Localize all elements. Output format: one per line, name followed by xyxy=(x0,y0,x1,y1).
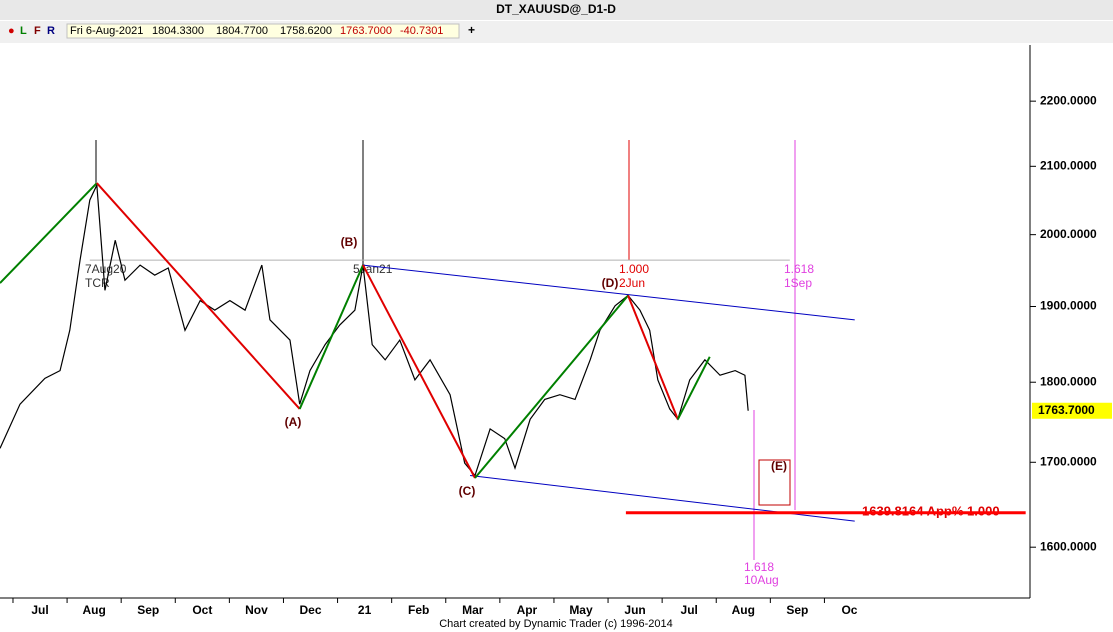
x-tick-label: Aug xyxy=(732,603,755,617)
wave-segment xyxy=(96,182,301,410)
wave-label: (B) xyxy=(341,235,358,249)
wave-segment xyxy=(362,264,476,479)
info-date: Fri 6-Aug-2021 xyxy=(70,25,143,37)
y-tick-label: 2200.0000 xyxy=(1040,93,1097,107)
plot-area xyxy=(0,182,1026,522)
chart-title: DT_XAUUSD@_D1-D xyxy=(496,2,616,16)
x-tick-label: Apr xyxy=(517,603,538,617)
wave-segment xyxy=(0,182,98,284)
x-axis-labels: Jul Aug Sep Oct Nov Dec 21 Feb Mar Apr May Jun Jul Au… xyxy=(31,603,861,617)
annotation: 7Aug20 xyxy=(85,262,127,276)
x-tick-label: Oct xyxy=(192,603,212,617)
x-tick-label: 21 xyxy=(358,603,372,617)
annotation: 1Sep xyxy=(784,276,812,290)
x-tick-label: Oct xyxy=(841,603,861,617)
toolbar-button[interactable]: F xyxy=(34,25,41,37)
toolbar-button[interactable]: R xyxy=(47,25,55,37)
title-bar xyxy=(0,0,1113,20)
wave-segment xyxy=(676,356,711,420)
wave-label: (C) xyxy=(459,484,476,498)
price-line xyxy=(0,182,749,477)
info-open: 1804.3300 xyxy=(152,25,204,37)
trend-line xyxy=(470,475,855,522)
x-tick-label: Mar xyxy=(462,603,484,617)
x-tick-label: May xyxy=(569,603,593,617)
info-low: 1758.6200 xyxy=(280,25,332,37)
wave-segment xyxy=(474,294,629,479)
annotation: 1.000 xyxy=(619,262,649,276)
annotation: 1.618 xyxy=(744,560,774,574)
add-button[interactable]: + xyxy=(468,23,475,37)
y-tick-label: 1900.0000 xyxy=(1040,299,1097,313)
trend-line xyxy=(362,264,855,321)
x-tick-label: Feb xyxy=(408,603,429,617)
x-tick-label: Dec xyxy=(300,603,322,617)
info-change: -40.7301 xyxy=(400,25,443,37)
x-tick-label: Nov xyxy=(245,603,268,617)
last-price-label: 1763.7000 xyxy=(1038,403,1095,417)
toolbar-button[interactable]: ● xyxy=(8,25,15,37)
y-tick-label: 1800.0000 xyxy=(1040,374,1097,388)
wave-segment xyxy=(298,264,364,410)
y-tick-label: 1700.0000 xyxy=(1040,454,1097,468)
annotation: 2Jun xyxy=(619,276,645,290)
x-tick-label: Aug xyxy=(82,603,105,617)
last-price-box xyxy=(1032,402,1112,419)
y-tick-label: 2100.0000 xyxy=(1040,158,1097,172)
info-close: 1763.7000 xyxy=(340,25,392,37)
x-tick-label: Jul xyxy=(31,603,48,617)
annotation: 10Aug xyxy=(744,573,779,587)
target-label: 1639.8164 App% 1.000 xyxy=(862,503,1000,518)
toolbar-button[interactable]: L xyxy=(20,25,27,37)
target-box xyxy=(758,459,791,506)
x-tick-label: Jun xyxy=(624,603,645,617)
annotation: 1.618 xyxy=(784,262,814,276)
x-tick-label: Sep xyxy=(786,603,808,617)
info-box xyxy=(66,23,460,39)
wave-segment xyxy=(627,295,679,420)
footer: Chart created by Dynamic Trader (c) 1996… xyxy=(439,618,673,630)
x-tick-label: Jul xyxy=(681,603,698,617)
wave-label: (A) xyxy=(285,415,302,429)
y-tick-label: 2000.0000 xyxy=(1040,227,1097,241)
info-high: 1804.7700 xyxy=(216,25,268,37)
x-tick-label: Sep xyxy=(137,603,159,617)
wave-label: (D) xyxy=(602,276,619,290)
y-tick-label: 1600.0000 xyxy=(1040,539,1097,553)
wave-label: (E) xyxy=(771,459,787,473)
